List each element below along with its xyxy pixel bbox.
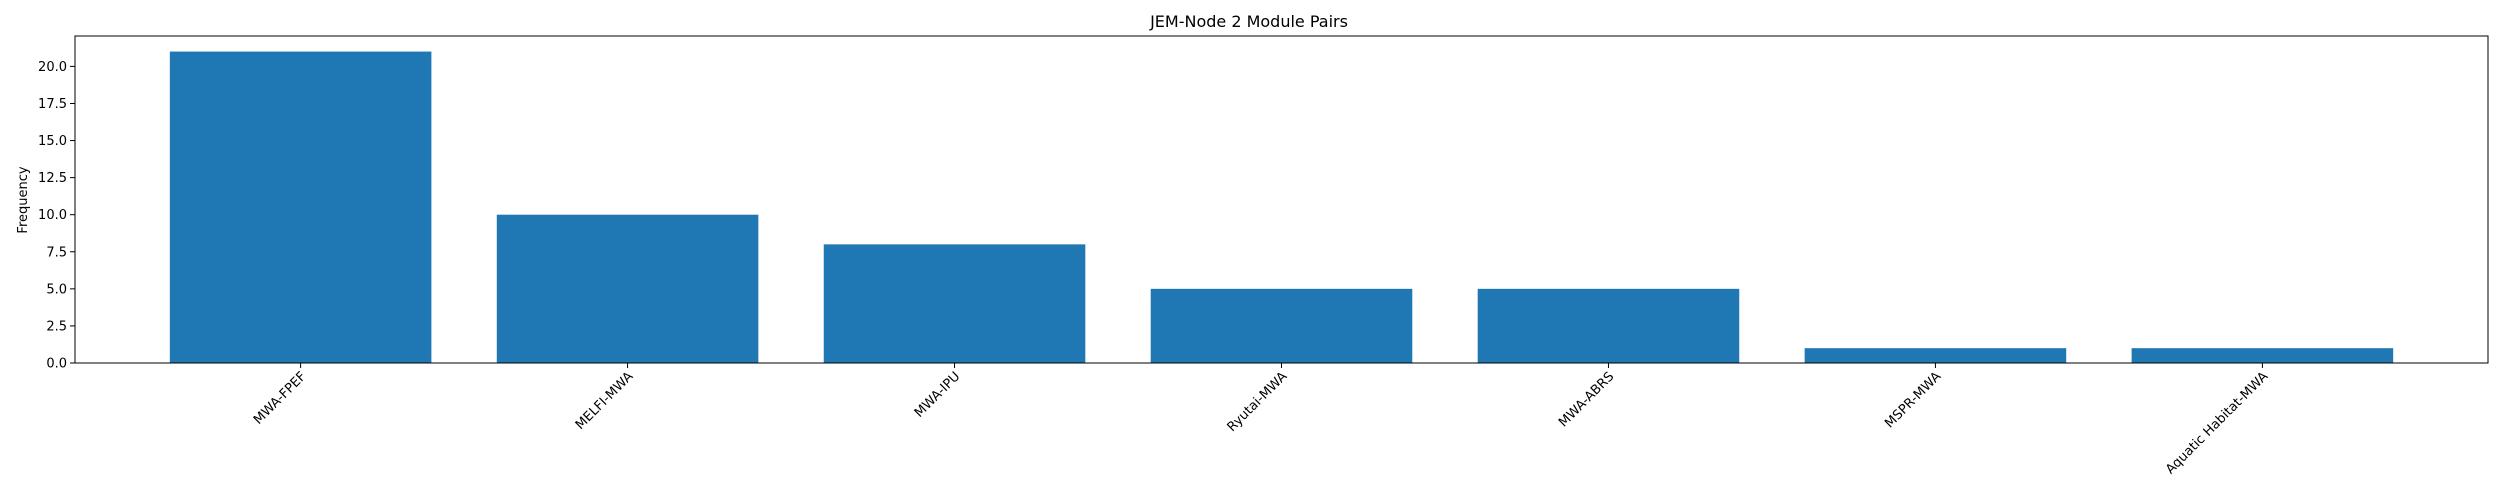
y-tick-label: 5.0	[46, 282, 67, 297]
bar-mwa-fpef	[169, 51, 432, 363]
plot-frame	[74, 35, 2489, 364]
x-tick-label: MSPR-MWA	[1882, 369, 1944, 431]
x-tick-label: Ryutai-MWA	[1225, 369, 1291, 435]
x-tick-label: MWA-ABRS	[1556, 369, 1617, 430]
bar-mwa-ipu	[823, 244, 1086, 363]
chart-title: JEM-Node 2 Module Pairs	[1149, 12, 1348, 31]
bar-melfi-mwa	[496, 214, 759, 363]
x-tick-label: MWA-IPU	[912, 369, 964, 421]
y-tick-label: 0.0	[46, 357, 67, 372]
x-axis: MWA-FPEF MELFI-MWA MWA-IPU Ryutai-MWA MWA-AB…	[251, 363, 2271, 477]
y-axis: 0.0 2.5 5.0 7.5 10.0 12.5 15.0 17.5 20.0	[38, 60, 75, 372]
y-axis-label: Frequency	[16, 166, 31, 233]
y-tick-label: 12.5	[38, 171, 67, 186]
y-tick-label: 20.0	[38, 60, 67, 75]
x-tick-label: MELFI-MWA	[573, 369, 637, 433]
y-tick-label: 2.5	[46, 319, 67, 334]
bar-aquatic-habitat-mwa	[2131, 348, 2394, 363]
x-tick-label: MWA-FPEF	[251, 369, 309, 427]
bar-mspr-mwa	[1804, 348, 2067, 363]
y-tick-label: 10.0	[38, 208, 67, 223]
bars-group	[169, 51, 2394, 363]
bar-mwa-abrs	[1477, 288, 1740, 363]
bar-ryutai-mwa	[1150, 288, 1413, 363]
y-tick-label: 7.5	[46, 245, 67, 260]
y-tick-label: 15.0	[38, 134, 67, 149]
x-tick-label: Aquatic Habitat-MWA	[2163, 369, 2271, 477]
y-tick-label: 17.5	[38, 97, 67, 112]
